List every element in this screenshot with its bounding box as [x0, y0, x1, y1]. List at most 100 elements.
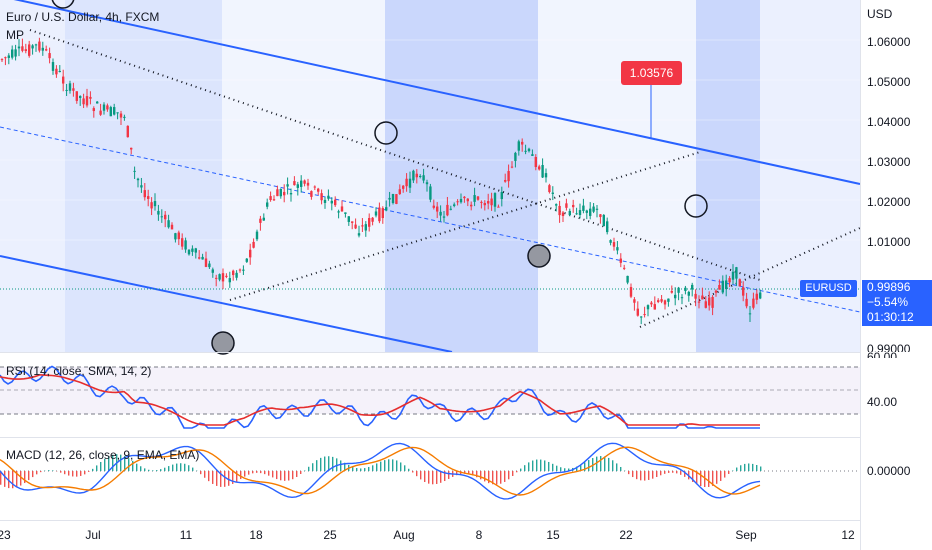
macd-histogram-bar — [412, 471, 414, 473]
time-tick: 8 — [475, 528, 483, 542]
candle-body — [344, 212, 347, 214]
macd-histogram-bar — [244, 471, 246, 477]
time-axis-separator — [0, 520, 860, 521]
time-tick: 22 — [619, 528, 633, 542]
macd-histogram-bar — [684, 471, 686, 477]
currency-label[interactable]: USD — [867, 7, 893, 21]
macd-histogram-bar — [340, 460, 342, 471]
candle-body — [293, 181, 296, 186]
symbol-tag[interactable]: EURUSD — [800, 280, 857, 297]
price-callout[interactable]: 1.03576 — [621, 61, 682, 85]
macd-histogram-bar — [584, 462, 586, 471]
macd-title[interactable]: MACD (12, 26, close, 9, EMA, EMA) — [6, 448, 200, 462]
macd-histogram-bar — [192, 467, 194, 471]
candle-body — [558, 205, 561, 216]
macd-histogram-bar — [168, 466, 170, 471]
pane-separator[interactable] — [0, 352, 860, 353]
candle-body — [684, 287, 687, 291]
macd-histogram-bar — [580, 464, 582, 471]
macd-histogram-bar — [424, 471, 426, 482]
candle-body — [541, 165, 544, 178]
chart-title[interactable]: Euro / U.S. Dollar, 4h, FXCM — [6, 10, 160, 24]
candle-body — [89, 96, 92, 99]
candle-body — [531, 154, 534, 156]
macd-histogram-bar — [376, 463, 378, 471]
candle-body — [7, 55, 10, 58]
macd-histogram-bar — [484, 471, 486, 482]
candle-body — [157, 210, 160, 215]
macd-histogram-bar — [696, 471, 698, 485]
candle-body — [667, 298, 670, 302]
macd-histogram-bar — [272, 471, 274, 478]
candle-body — [306, 182, 310, 186]
macd-histogram-bar — [420, 471, 422, 480]
candle-body — [415, 173, 418, 178]
macd-histogram-bar — [308, 466, 310, 471]
candle-body — [657, 300, 660, 302]
candle-body — [96, 101, 99, 104]
macd-histogram-bar — [668, 471, 670, 473]
regression-channel — [0, 0, 861, 353]
macd-histogram-bar — [536, 459, 538, 471]
macd-histogram-bar — [24, 471, 26, 484]
macd-histogram-bar — [616, 463, 618, 471]
macd-histogram-bar — [16, 471, 18, 488]
macd-histogram-bar — [180, 463, 182, 471]
candle-body — [313, 186, 316, 188]
candle-body — [449, 208, 452, 210]
macd-histogram-bar — [680, 471, 682, 475]
pane-separator[interactable] — [0, 437, 860, 438]
macd-histogram-bar — [176, 463, 178, 471]
candle-body — [215, 277, 218, 279]
macd-histogram-bar — [700, 471, 702, 487]
candle-body — [599, 214, 602, 218]
macd-histogram-bar — [260, 471, 262, 474]
candle-body — [527, 148, 531, 152]
macd-histogram-bar — [400, 462, 402, 471]
indicator-short-label[interactable]: MP — [6, 28, 24, 42]
candle-body — [204, 258, 208, 267]
candle-body — [126, 125, 129, 138]
candle-body — [14, 49, 17, 57]
macd-histogram-bar — [744, 463, 746, 471]
macd-histogram-bar — [216, 471, 218, 486]
candle-body — [85, 96, 89, 106]
candle-body — [385, 207, 388, 211]
candle-body — [697, 301, 701, 303]
candle-body — [439, 211, 442, 216]
macd-histogram-bar — [760, 466, 762, 471]
macd-histogram-bar — [676, 471, 678, 474]
macd-histogram-bar — [524, 465, 526, 471]
candle-body — [92, 108, 95, 112]
rsi-title[interactable]: RSI (14, close, SMA, 14, 2) — [6, 364, 152, 378]
macd-histogram-bar — [104, 458, 106, 471]
candle-body — [351, 221, 354, 223]
candle-body — [225, 275, 228, 277]
macd-histogram-bar — [540, 459, 542, 471]
macd-histogram-bar — [76, 471, 78, 477]
macd-histogram-bar — [640, 471, 642, 481]
drawing-markers — [51, 0, 708, 355]
candle-body — [4, 57, 7, 59]
macd-histogram-bar — [100, 461, 102, 471]
macd-histogram-bar — [124, 456, 126, 471]
macd-histogram-bar — [652, 471, 654, 479]
macd-histogram-bar — [364, 468, 366, 471]
channel-lower — [0, 255, 453, 353]
macd-pane — [0, 442, 860, 500]
macd-histogram-bar — [316, 460, 318, 471]
last-price-box[interactable]: 0.99896 −5.54% 01:30:12 — [862, 280, 932, 326]
candle-body — [504, 180, 507, 182]
candle-body — [507, 171, 510, 182]
macd-histogram-bar — [632, 471, 634, 478]
time-tick: Jul — [85, 528, 101, 542]
candle-body — [119, 113, 123, 118]
candle-body — [510, 166, 514, 168]
candle-body — [266, 202, 269, 207]
macd-histogram-bar — [492, 471, 494, 485]
candle-body — [259, 218, 262, 223]
macd-histogram-bar — [596, 456, 598, 471]
macd-histogram-bar — [448, 471, 450, 479]
macd-histogram-bar — [328, 456, 330, 471]
